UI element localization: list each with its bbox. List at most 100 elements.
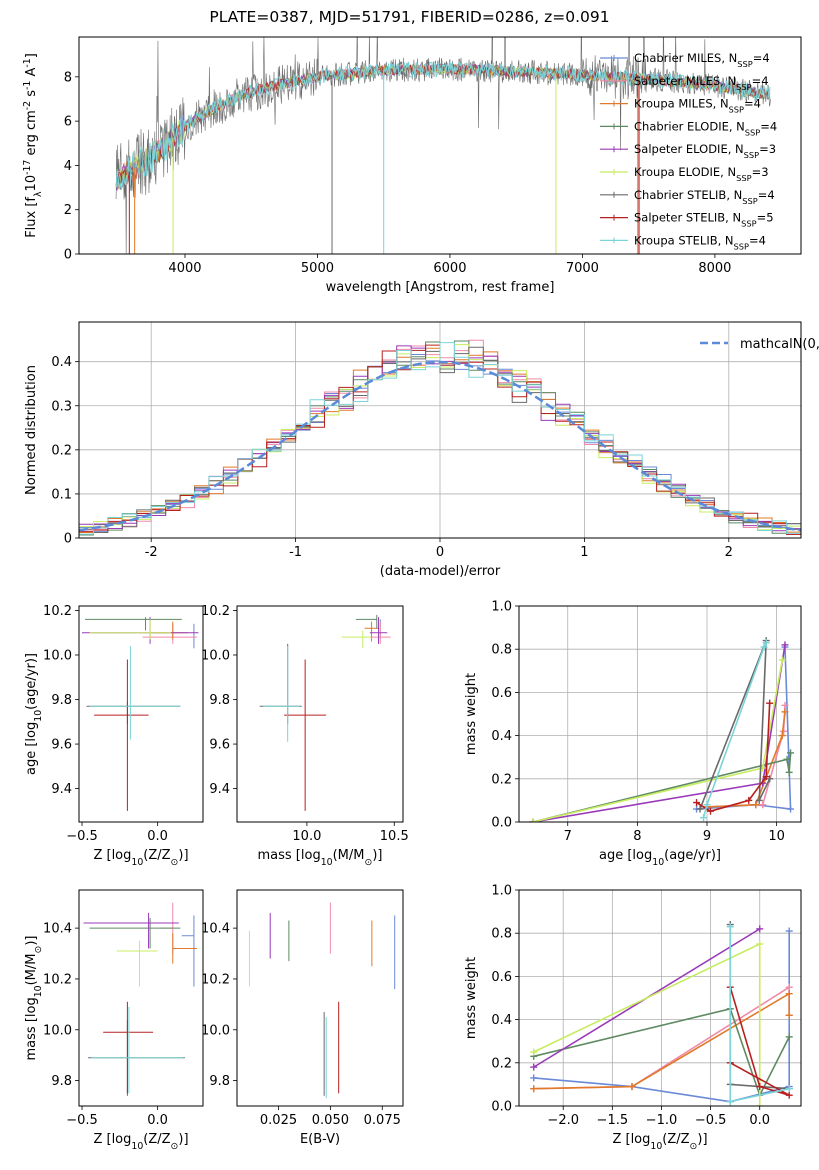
x-axis-label: Z [log10(Z/Z⊙)] [93, 848, 188, 868]
weight-marker-salpeter_stelib [693, 799, 701, 807]
series-observed-spectrum [115, 37, 771, 254]
weight-marker-kroupa_elodie [530, 1048, 538, 1056]
legend-label: Kroupa MILES, NSSP=4 [634, 97, 761, 115]
x-tick-label: 7 [564, 829, 572, 844]
legend-label: mathcalN(0,1) [740, 337, 819, 352]
x-tick-label: 10.5 [380, 829, 409, 844]
weight-marker-chabrier_miles [785, 927, 793, 935]
axes-mass_vs_z: −0.5 0.0 9.8 10.0 10.2 10.4 Z [log10(Z/Z⊙)] mas… [24, 889, 204, 1152]
weight-marker-chabrier_miles [787, 805, 795, 813]
axes-frame [236, 889, 404, 1107]
x-tick-label: -1 [289, 545, 302, 560]
y-tick-label: 9.8 [51, 1074, 72, 1089]
axes-spectrum: 4000 5000 6000 7000 8000 0 2 4 6 8 wavelength [Ang… [22, 36, 802, 295]
weight-marker-kroupa_stelib [760, 643, 768, 651]
legend-label: Chabrier STELIB, NSSP=4 [634, 188, 775, 206]
axes-residuals: -2 -1 0 1 2 0 0.1 0.2 0.3 0.4 (data-model)/error No… [24, 321, 819, 579]
x-tick-label: 0.050 [312, 1113, 349, 1128]
y-axis-label: mass [log10(M/M⊙)] [24, 936, 44, 1061]
x-axis-label: wavelength [Angstrom, rest frame] [326, 280, 555, 295]
axes-frame [78, 321, 802, 539]
x-tick-label: 2 [725, 545, 733, 560]
weight-marker-chabrier_elodie [785, 1033, 793, 1041]
axes-frame [78, 36, 802, 255]
y-tick-label: 9.6 [209, 738, 230, 753]
y-tick-label: 0.2 [51, 443, 72, 458]
weight-marker-kroupa_stelib [703, 801, 711, 809]
weight-marker-chabrier_elodie [787, 749, 795, 757]
weight-line-kroupa_stelib [702, 642, 767, 818]
x-tick-label: −2.0 [547, 1113, 579, 1128]
axes-frame [78, 889, 204, 1107]
plot-area-residuals [79, 322, 801, 538]
plot-area-massweight_vs_age [519, 606, 801, 822]
weight-marker-salpeter_miles [785, 983, 793, 991]
y-tick-label: 0.1 [51, 487, 72, 502]
y-axis-label: mass weight [464, 673, 479, 755]
plot-area-spectrum [115, 37, 771, 254]
x-tick-label: −0.5 [66, 829, 98, 844]
weight-marker-salpeter_stelib [745, 796, 753, 804]
x-tick-label: 4000 [168, 261, 201, 276]
weight-line-kroupa_elodie [532, 659, 783, 822]
y-tick-label: 9.8 [51, 693, 72, 708]
axes-mass_vs_ebv: 0.025 0.050 0.075 9.8 10.0 10.2 10.4 E(B-V) [201, 889, 404, 1147]
weight-marker-kroupa_elodie [778, 656, 786, 664]
x-tick-label: 0.075 [364, 1113, 401, 1128]
x-tick-label: 8000 [698, 261, 731, 276]
y-tick-label: 0.8 [491, 643, 512, 658]
x-tick-label: 8 [633, 829, 641, 844]
weight-marker-salpeter_miles [781, 701, 789, 709]
weight-marker-kroupa_stelib [700, 814, 708, 822]
histogram-kroupa_stelib [79, 342, 801, 538]
y-tick-label: 9.4 [51, 782, 72, 797]
y-tick-label: 0.4 [491, 729, 512, 744]
x-axis-label: mass [log10(M/M⊙)] [258, 848, 383, 868]
weight-marker-kroupa_miles [785, 1011, 793, 1019]
y-tick-label: 9.8 [209, 1074, 230, 1089]
weight-marker-kroupa_elodie [756, 940, 764, 948]
weight-marker-salpeter_stelib [785, 1091, 793, 1099]
y-axis-label: Flux [fλ10-17 erg cm-2 s-1 A-1] [22, 53, 44, 238]
weight-line-salpeter_elodie [532, 644, 786, 822]
weight-marker-salpeter_elodie [530, 1063, 538, 1071]
y-axis-label: Normed distribution [24, 365, 39, 495]
x-tick-label: -2 [145, 545, 158, 560]
y-axis-label: age [log10(age/yr)] [24, 653, 44, 775]
plot-area-massweight_vs_z [519, 890, 801, 1106]
weight-marker-kroupa_miles [778, 732, 786, 740]
y-tick-label: 9.4 [209, 782, 230, 797]
y-tick-label: 4 [64, 159, 72, 174]
weight-marker-chabrier_elodie [785, 768, 793, 776]
weight-marker-kroupa_elodie [529, 818, 537, 822]
weight-marker-kroupa_stelib [726, 1098, 734, 1106]
y-tick-label: 0.6 [491, 686, 512, 701]
weight-marker-chabrier_stelib [755, 796, 763, 804]
legend-label: Kroupa ELODIE, NSSP=3 [634, 165, 769, 183]
x-tick-label: 0.0 [147, 1113, 168, 1128]
y-tick-label: 10.2 [201, 972, 230, 987]
y-tick-label: 6 [64, 115, 72, 130]
weight-marker-kroupa_miles [628, 1083, 636, 1091]
weight-marker-kroupa_stelib [762, 639, 770, 647]
y-tick-label: 0.4 [491, 1013, 512, 1028]
gaussian-curve [79, 360, 801, 532]
plot-area-mass_vs_z [83, 902, 197, 1096]
weight-line-chabrier_elodie [532, 752, 792, 822]
x-tick-label: −0.5 [695, 1113, 727, 1128]
y-axis-label: mass weight [464, 957, 479, 1039]
weight-marker-salpeter_elodie [781, 641, 789, 649]
x-tick-label: 7000 [566, 261, 599, 276]
plot-area-mass_vs_ebv [248, 902, 396, 1099]
y-tick-label: 1.0 [491, 600, 512, 615]
y-tick-label: 0 [64, 248, 72, 263]
x-tick-label: 10.0 [292, 829, 321, 844]
y-tick-label: 10.0 [43, 648, 72, 663]
y-tick-label: 10.0 [201, 648, 230, 663]
series-kroupa_stelib [115, 61, 771, 190]
x-tick-label: 0.0 [749, 1113, 770, 1128]
y-tick-label: 10.4 [43, 922, 72, 937]
axes-frame [518, 889, 802, 1107]
x-tick-label: 0.025 [260, 1113, 297, 1128]
